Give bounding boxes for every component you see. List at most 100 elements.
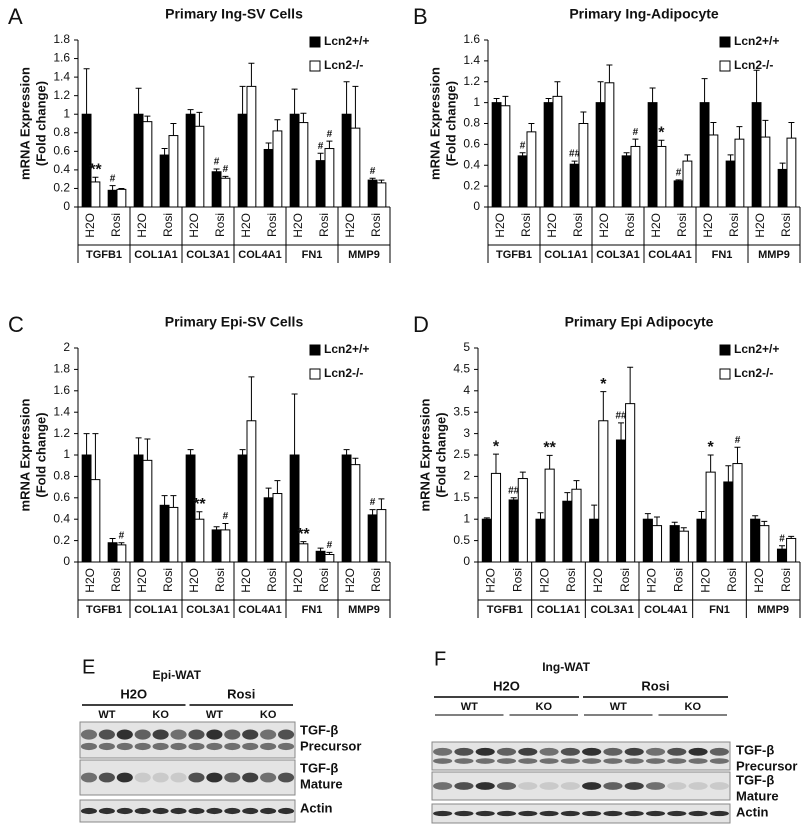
y-tick-label: 1.8	[53, 362, 70, 376]
error-bar	[564, 492, 571, 502]
bar	[673, 180, 684, 208]
blot-band	[188, 742, 205, 751]
x-tick-label: H2O	[493, 213, 507, 238]
x-tick-label: H2O	[239, 568, 253, 593]
bar	[315, 160, 326, 208]
bar	[107, 189, 118, 208]
bar	[491, 102, 502, 208]
y-tick-label: 4	[463, 383, 470, 397]
genotype-label: WT	[461, 701, 478, 713]
blot-band	[688, 758, 708, 764]
row-label: TGF-β	[736, 772, 774, 787]
row-label: Actin	[300, 800, 333, 815]
y-tick-label: 0.6	[463, 137, 480, 151]
error-bar	[291, 88, 298, 115]
legend-label: Lcn2-/-	[324, 366, 363, 380]
blot-band	[688, 810, 708, 817]
x-tick-label: Rosi	[564, 568, 578, 592]
error-bar	[352, 457, 359, 465]
blot-band	[475, 747, 495, 756]
y-tick-label: 0.4	[463, 157, 480, 171]
significance-mark: #	[327, 540, 333, 551]
chart-title: Primary Ing-SV Cells	[165, 6, 303, 22]
bar	[642, 518, 653, 563]
group-label: COL4A1	[238, 604, 281, 616]
bar	[604, 82, 615, 208]
x-tick-label: H2O	[698, 568, 712, 593]
blot-band	[667, 782, 687, 790]
y-tick-label: 0.4	[53, 511, 70, 525]
x-tick-label: Rosi	[779, 213, 793, 237]
error-bar	[510, 497, 517, 500]
blot-band	[152, 772, 169, 783]
bar	[589, 518, 600, 563]
significance-mark: **	[297, 526, 310, 543]
bar	[272, 130, 283, 208]
row-label: Precursor	[300, 738, 361, 753]
blot-band	[277, 742, 295, 751]
significance-mark: #	[327, 129, 333, 140]
group-label: COL1A1	[544, 249, 587, 261]
bar	[786, 137, 797, 208]
bar	[571, 488, 582, 563]
bar	[595, 102, 606, 208]
bar	[168, 135, 179, 208]
error-bar	[644, 513, 651, 520]
legend-swatch	[719, 60, 731, 72]
y-tick-label: 1	[63, 106, 70, 120]
group-label: COL3A1	[186, 249, 229, 261]
panel-letter: E	[82, 656, 95, 678]
blot-band	[134, 729, 151, 740]
blot-band	[645, 782, 666, 790]
error-bar	[326, 140, 333, 149]
blot-band	[582, 782, 602, 790]
error-bar	[239, 85, 246, 115]
x-tick-label: Rosi	[213, 213, 227, 237]
error-bar	[343, 81, 350, 115]
blot-band	[454, 810, 474, 817]
y-tick-label: 2.5	[453, 447, 470, 461]
genotype-label: WT	[610, 701, 627, 713]
y-tick-label: 1.6	[53, 383, 70, 397]
blot-band	[260, 729, 277, 740]
bar	[90, 181, 101, 208]
blot-band	[260, 772, 277, 783]
bar	[630, 145, 641, 208]
bar	[90, 479, 101, 563]
y-tick-label: 1.2	[53, 426, 70, 440]
blot-band	[433, 810, 453, 817]
significance-mark: #	[735, 435, 741, 446]
y-tick-label: 0.2	[53, 181, 70, 195]
y-tick-label: 0	[63, 554, 70, 568]
blot-title: Ing-WAT	[542, 660, 590, 674]
blot-band	[496, 810, 517, 817]
bar	[237, 113, 248, 208]
blot-band	[206, 742, 223, 751]
blot-band	[116, 807, 133, 815]
error-bar	[83, 68, 90, 115]
treatment-label: Rosi	[641, 678, 669, 693]
error-bar	[618, 422, 625, 441]
bar	[759, 525, 770, 563]
blot-band	[116, 742, 133, 751]
error-bar	[554, 81, 561, 97]
panel-letter: A	[8, 4, 23, 29]
error-bar	[109, 185, 116, 191]
x-tick-label: H2O	[135, 568, 149, 593]
blot-band	[603, 782, 623, 790]
bar	[647, 102, 658, 208]
significance-mark: *	[600, 376, 607, 393]
bar	[194, 125, 205, 208]
bar	[116, 188, 127, 208]
bar	[656, 145, 667, 208]
bar	[526, 131, 537, 208]
blot-band	[224, 729, 241, 740]
blot-band	[709, 758, 729, 764]
bar	[517, 155, 528, 208]
bar	[535, 518, 546, 563]
significance-mark: #	[318, 141, 324, 152]
significance-mark: *	[493, 438, 500, 455]
y-tick-label: 0	[63, 199, 70, 213]
error-bar	[326, 551, 333, 555]
bar	[263, 148, 274, 208]
